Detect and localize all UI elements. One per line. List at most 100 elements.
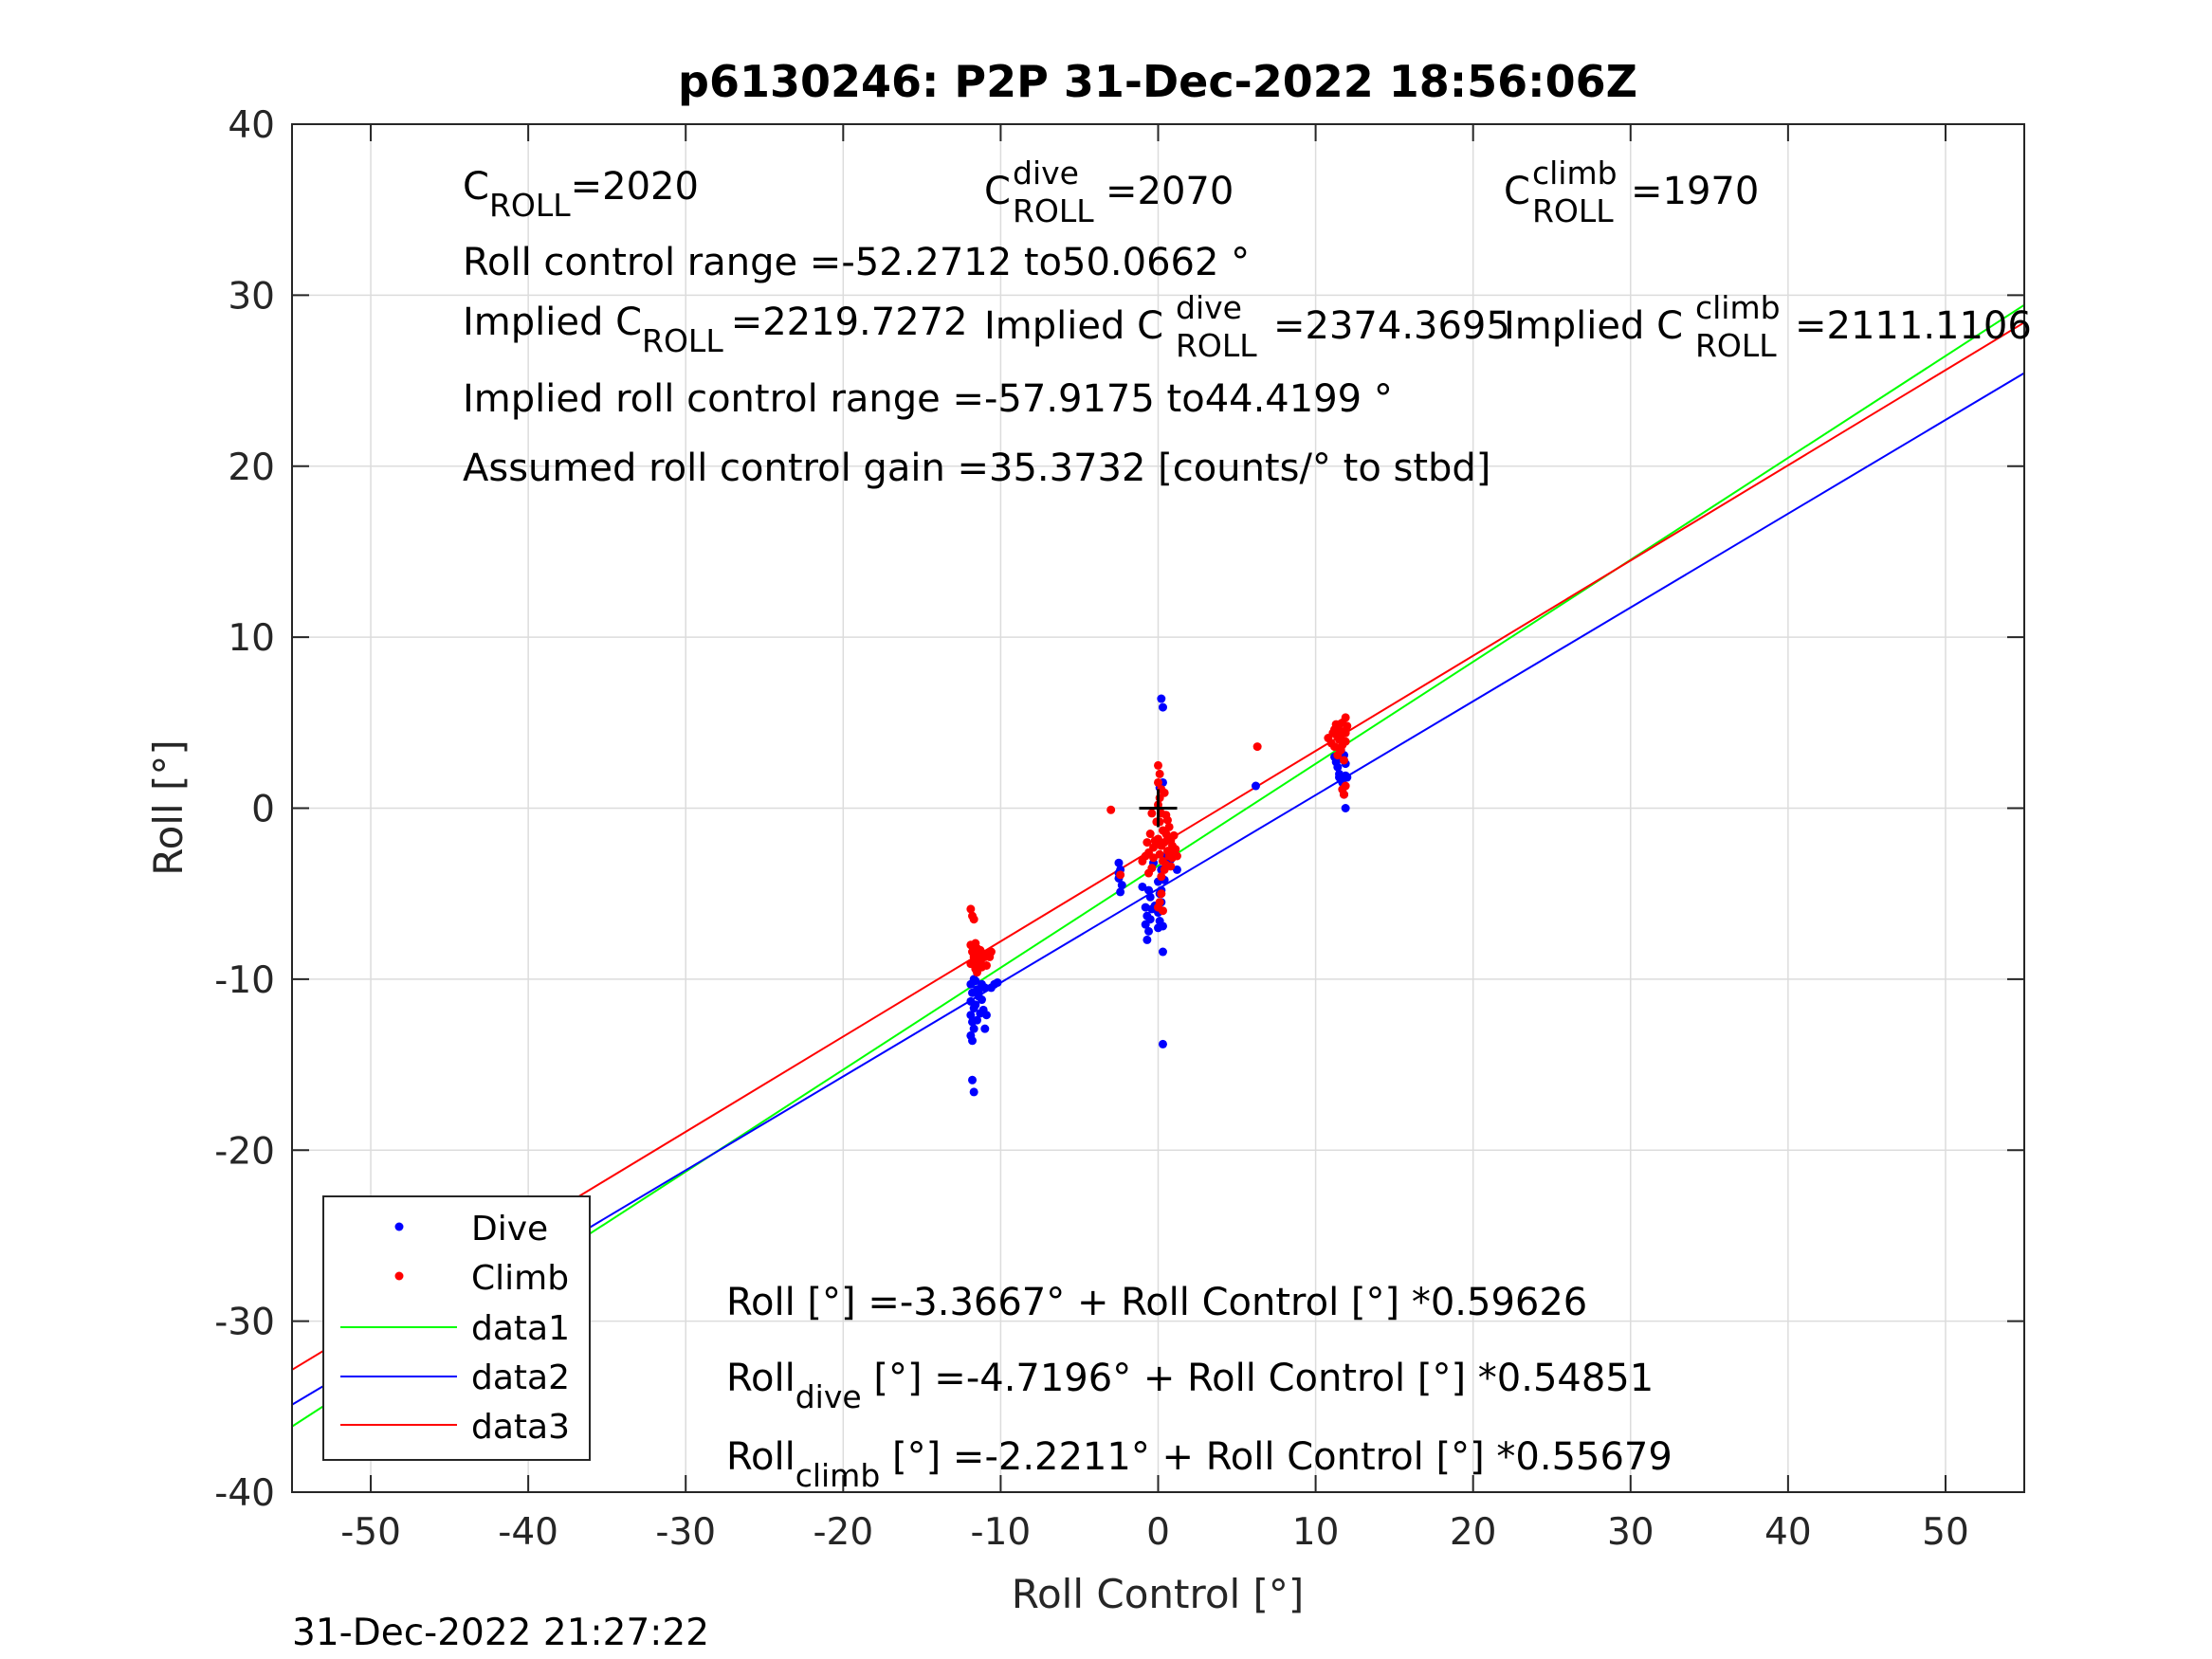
svg-text:=2374.3695: =2374.3695 (1273, 304, 1510, 348)
svg-text:dive: dive (1013, 155, 1079, 191)
x-axis-label: Roll Control [°] (1012, 1571, 1305, 1617)
annotation-fit-all: Roll [°] =-3.3667° + Roll Control [°] *0… (726, 1281, 1587, 1324)
climb-point (1161, 811, 1171, 820)
svg-text:ROLL: ROLL (1695, 327, 1777, 364)
dive-point (993, 977, 1002, 987)
climb-point (1339, 790, 1348, 799)
climb-point (1143, 838, 1152, 848)
x-tick-label: 10 (1292, 1511, 1340, 1554)
svg-text:C: C (984, 170, 1011, 213)
legend-label-data3: data3 (471, 1408, 570, 1447)
climb-point (1106, 805, 1116, 814)
dive-point (969, 975, 978, 984)
x-tick-label: 0 (1146, 1511, 1170, 1554)
dive-point (1172, 865, 1181, 874)
dive-point (966, 1011, 976, 1020)
annotation-c-roll-dive: C dive ROLL =2070 (984, 155, 1234, 229)
svg-text:ROLL: ROLL (1532, 192, 1614, 229)
climb-point (969, 915, 978, 924)
dive-point (1143, 935, 1152, 944)
x-tick-label: 40 (1764, 1511, 1812, 1554)
annotation-c-roll: CROLL=2020 (463, 165, 699, 224)
annotation-c-roll-climb: C climb ROLL =1970 (1504, 155, 1759, 229)
climb-point (1149, 853, 1159, 863)
climb-point (1116, 870, 1125, 880)
y-tick-label: -20 (214, 1130, 275, 1173)
dive-point (1154, 923, 1162, 933)
climb-point (1166, 862, 1176, 871)
dive-point (1158, 1039, 1167, 1048)
annotation-fit-climb: Rollclimb [°] =-2.2211° + Roll Control [… (726, 1435, 1673, 1494)
climb-point (1155, 849, 1164, 859)
data-points (966, 694, 1352, 1097)
climb-point (974, 960, 983, 970)
svg-text:Implied CROLL=2219.7272: Implied CROLL =2219.7272 (463, 301, 968, 359)
y-tick-label: -30 (214, 1302, 275, 1344)
dive-point (1116, 887, 1125, 897)
climb-point (1252, 742, 1262, 752)
x-tick-label: -10 (971, 1511, 1032, 1554)
dive-point (1157, 694, 1166, 703)
climb-point (1155, 769, 1164, 778)
climb-point (971, 939, 980, 948)
dive-point (1145, 915, 1155, 924)
climb-point (971, 954, 980, 963)
climb-point (1339, 756, 1348, 765)
y-tick-label: -40 (214, 1472, 275, 1515)
x-tick-label: -30 (655, 1511, 716, 1554)
dive-point (968, 1075, 978, 1085)
climb-point (1331, 720, 1341, 729)
dive-point (1145, 892, 1155, 902)
dive-point (1114, 858, 1124, 867)
x-tick-label: -20 (813, 1511, 873, 1554)
climb-point (1157, 889, 1166, 899)
climb-point (1164, 822, 1174, 831)
svg-text:ROLL: ROLL (1176, 327, 1257, 364)
climb-point (1341, 728, 1350, 738)
climb-point (1169, 830, 1179, 840)
svg-text:climb: climb (1532, 155, 1618, 191)
y-tick-label: 20 (228, 447, 275, 489)
axis-ticks: -50 -40 -30 -20 -10 0 10 20 30 40 50 40 30 20 10 0 -10 -2… (214, 104, 2024, 1554)
climb-point (1341, 781, 1350, 791)
annotation-fit-dive: Rolldive [°] =-4.7196° + Roll Control [°… (726, 1357, 1654, 1415)
annotation-implied-range: Implied roll control range =-57.9175 to4… (463, 377, 1393, 421)
y-tick-label: 10 (228, 617, 275, 660)
climb-point (1160, 788, 1169, 797)
legend-swatch-climb (394, 1271, 404, 1281)
x-tick-label: 20 (1450, 1511, 1497, 1554)
chart-title: p6130246: P2P 31-Dec-2022 18:56:06Z (678, 56, 1637, 107)
climb-point (1343, 721, 1352, 731)
dive-point (969, 1024, 978, 1033)
svg-text:ROLL: ROLL (1013, 192, 1094, 229)
svg-text:climb: climb (1695, 289, 1781, 326)
legend-label-data1: data1 (471, 1309, 570, 1348)
svg-text:=1970: =1970 (1631, 170, 1759, 213)
y-tick-label: 30 (228, 275, 275, 318)
x-tick-label: 50 (1922, 1511, 1969, 1554)
climb-point (1169, 849, 1179, 859)
x-tick-label: -40 (498, 1511, 558, 1554)
climb-point (1341, 713, 1350, 722)
timestamp: 31-Dec-2022 21:27:22 (292, 1612, 709, 1654)
climb-point (978, 949, 988, 958)
climb-point (1154, 777, 1162, 787)
legend-label-data2: data2 (471, 1358, 570, 1397)
legend: Dive Climb data1 data2 data3 (322, 1195, 591, 1461)
climb-point (1144, 868, 1154, 878)
y-tick-label: 40 (228, 104, 275, 147)
climb-point (1154, 834, 1162, 844)
legend-label-climb: Climb (471, 1259, 569, 1298)
dive-point (1251, 781, 1260, 791)
climb-point (1154, 902, 1162, 912)
legend-swatch-dive (394, 1222, 404, 1231)
y-tick-label: 0 (251, 789, 275, 831)
climb-point (985, 952, 995, 961)
dive-point (1138, 882, 1147, 891)
y-tick-label: -10 (214, 959, 275, 1002)
dive-point (1341, 804, 1350, 812)
svg-text:=2111.1106: =2111.1106 (1795, 304, 2032, 348)
climb-point (1154, 760, 1162, 770)
svg-text:dive: dive (1176, 289, 1242, 326)
